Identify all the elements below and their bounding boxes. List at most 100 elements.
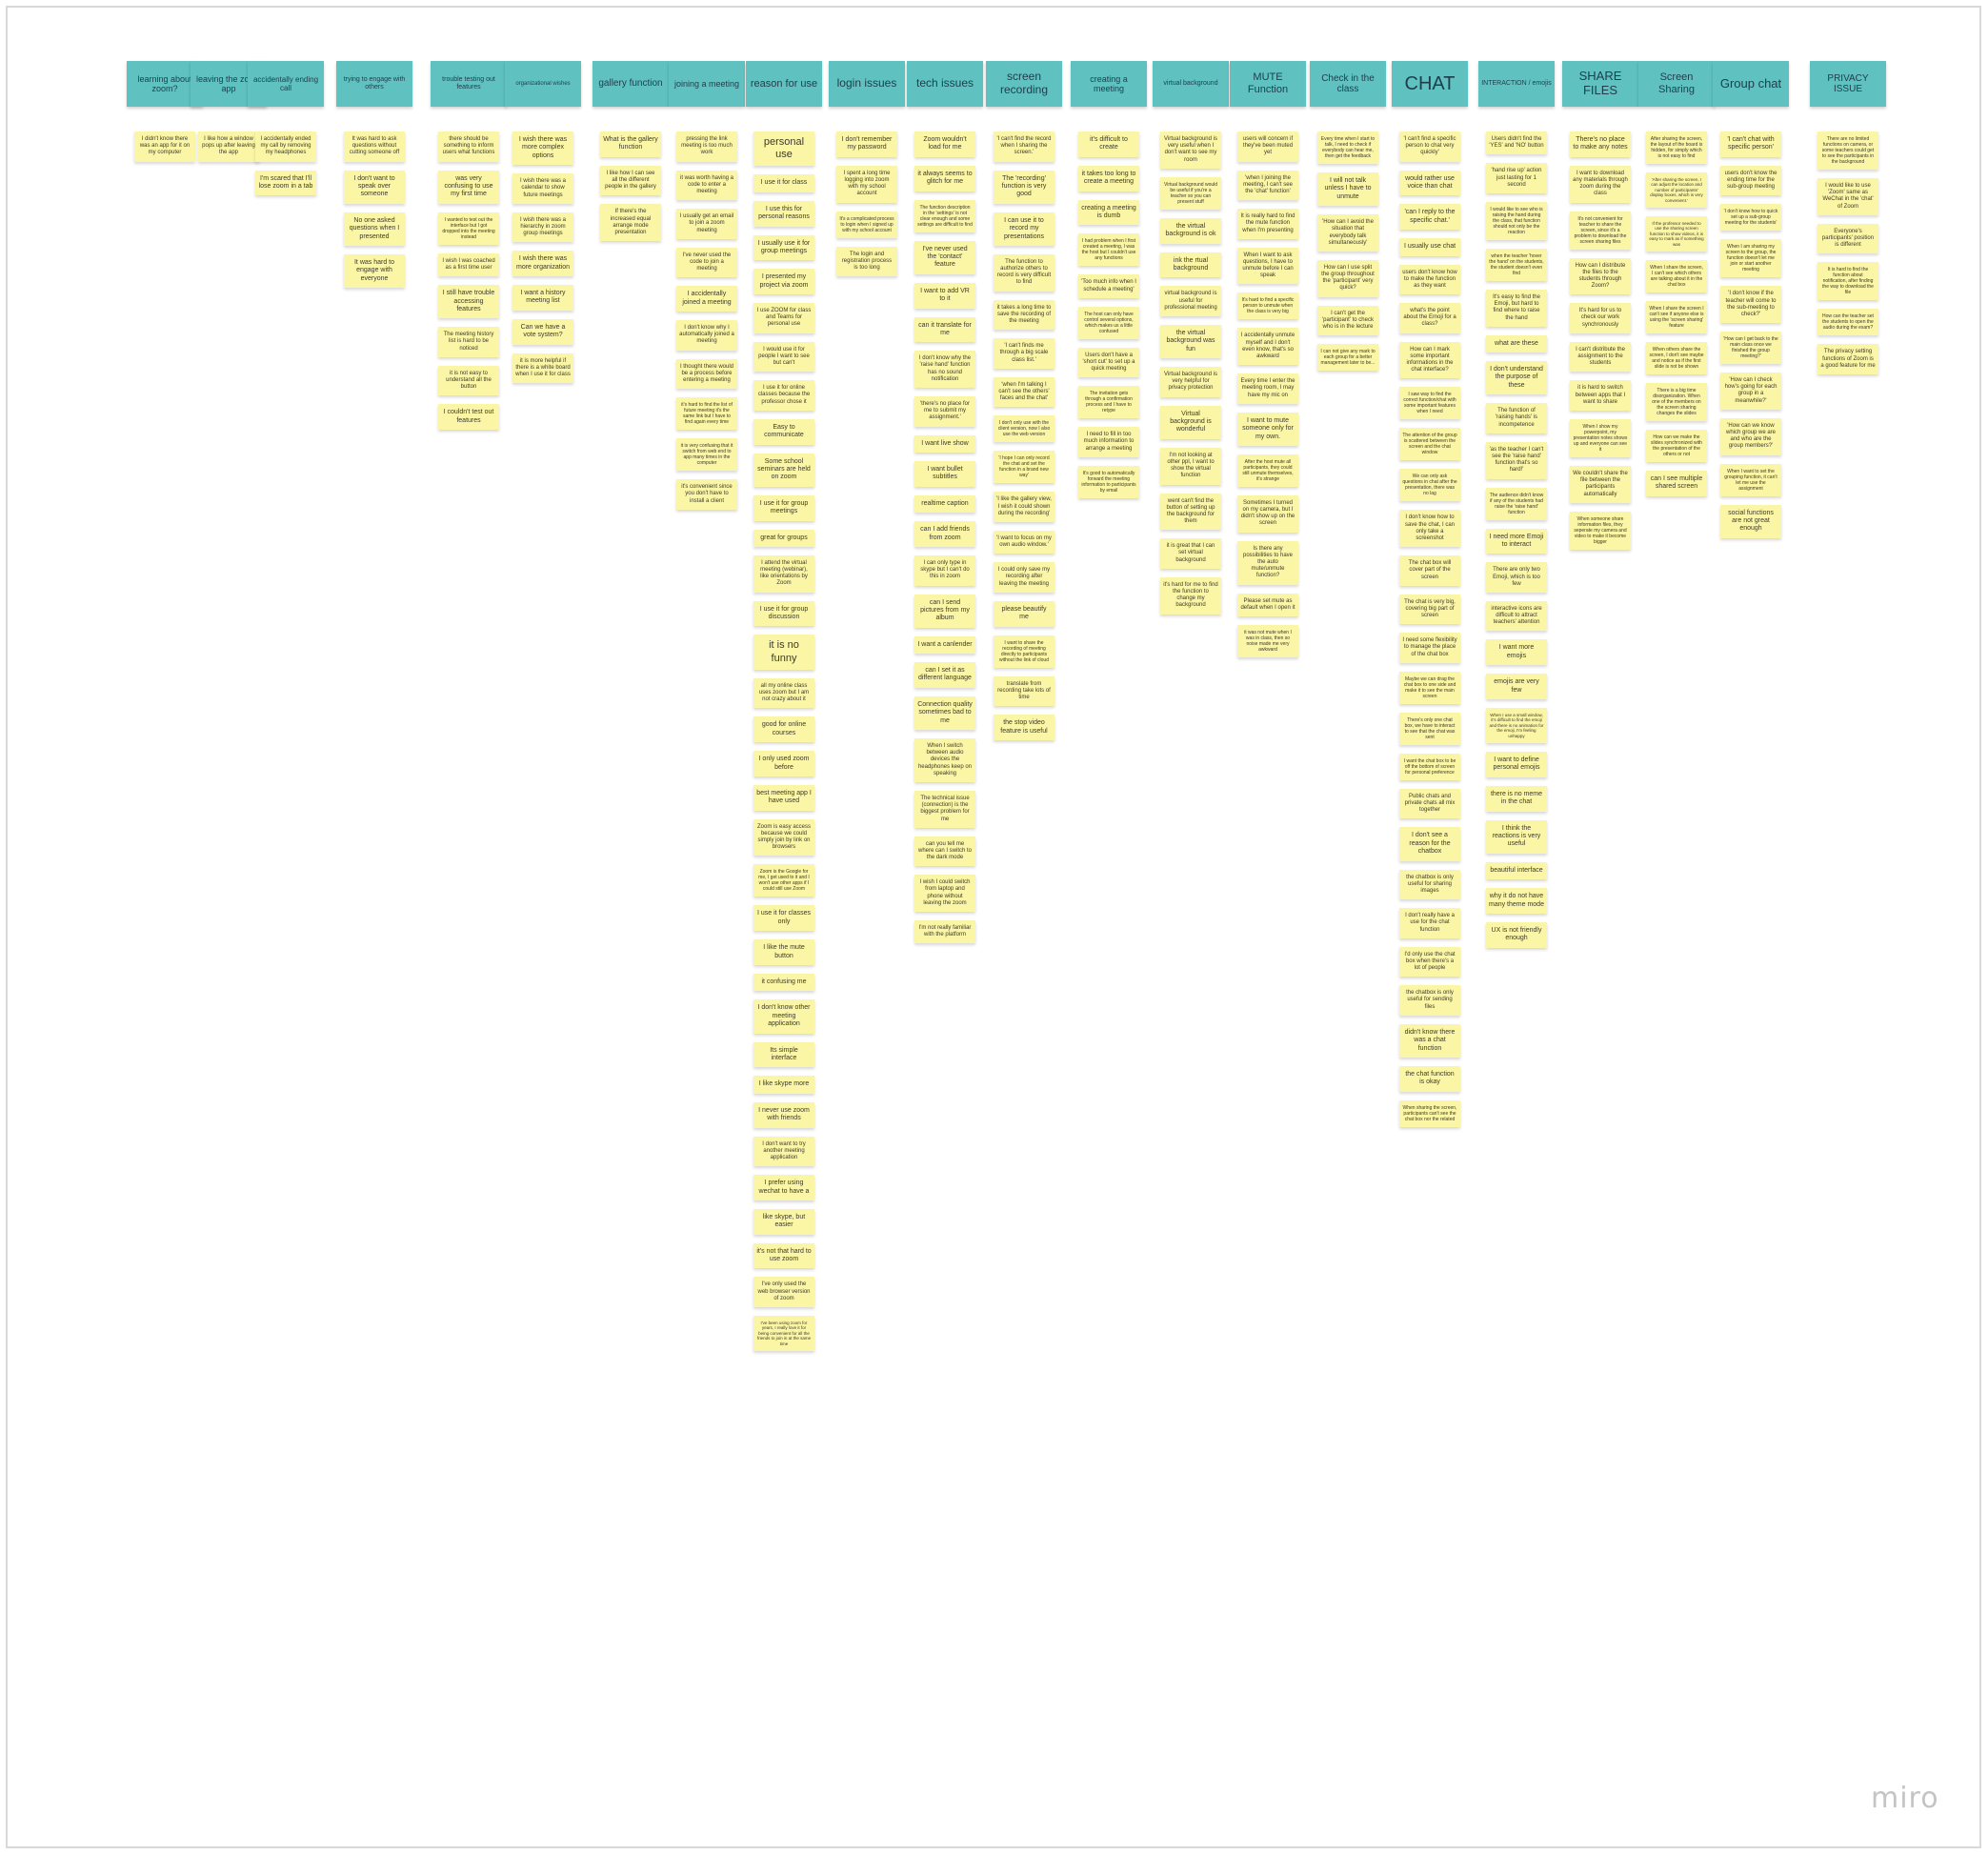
sticky-note[interactable]: Can we have a vote system? [512, 318, 573, 345]
sticky-note[interactable]: it's hard for me to find the function to… [1160, 576, 1221, 615]
sticky-note[interactable]: ink the rtual background [1160, 252, 1221, 278]
sticky-note[interactable]: emojis are very few [1486, 674, 1547, 700]
sticky-note[interactable]: Every time I enter the meeting room, I m… [1237, 373, 1298, 404]
sticky-note[interactable]: There are only two Emoji, which is too f… [1486, 562, 1547, 593]
sticky-note[interactable]: it's hard to find the list of future mee… [676, 397, 737, 431]
sticky-note[interactable]: Users don't have a 'short cut' to set up… [1078, 347, 1139, 378]
sticky-note[interactable]: How can I distribute the files to the st… [1570, 257, 1631, 295]
sticky-note[interactable]: I thought there would be a process befor… [676, 358, 737, 390]
sticky-note[interactable]: The chat box will cover part of the scre… [1399, 555, 1460, 586]
column-header[interactable]: INTERACTION / emojis [1478, 61, 1555, 107]
sticky-note[interactable]: When I switch between audio devices the … [914, 738, 975, 782]
sticky-note[interactable]: I will not talk unless I have to unmute [1317, 172, 1378, 207]
sticky-note[interactable]: I presented my project via zoom [753, 269, 814, 295]
sticky-note[interactable]: it confusing me [753, 974, 814, 992]
sticky-note[interactable]: It's good to automatically forward the m… [1078, 465, 1139, 498]
sticky-note[interactable]: Users didn't find the 'YES' and 'NO' but… [1486, 131, 1547, 155]
sticky-note[interactable]: I usually use it for group meetings [753, 234, 814, 261]
sticky-note[interactable]: When I use a small window, it's difficul… [1486, 708, 1547, 743]
sticky-note[interactable]: I had problem when I first created a mee… [1078, 233, 1139, 267]
sticky-note[interactable]: It is really hard to find the mute funct… [1237, 209, 1298, 239]
sticky-note[interactable]: It's hard for us to check our work synch… [1570, 303, 1631, 333]
sticky-note[interactable]: realtime caption [914, 494, 975, 514]
sticky-note[interactable]: The chat is very big, covering big part … [1399, 594, 1460, 625]
sticky-note[interactable]: Please set mute as default when I open i… [1237, 593, 1298, 616]
sticky-note[interactable]: I want a history meeting list [512, 285, 573, 311]
sticky-note[interactable]: I can use it to record my presentations [994, 212, 1054, 246]
sticky-note[interactable]: it's convenient since you don't have to … [676, 479, 737, 510]
sticky-note[interactable]: the chatbox is only useful for sharing i… [1399, 869, 1460, 900]
sticky-note[interactable]: I'm not looking at other ppl, I want to … [1160, 447, 1221, 485]
sticky-note[interactable]: I like how a window pops up after leavin… [198, 131, 259, 162]
sticky-note[interactable]: can I see multiple shared screen [1646, 470, 1707, 496]
column-header[interactable]: accidentally ending call [248, 61, 324, 107]
sticky-note[interactable]: 'I don't know how to quick set up a sub-… [1720, 204, 1781, 232]
sticky-note[interactable]: it is not easy to understand all the but… [438, 365, 499, 396]
sticky-note[interactable]: The attention of the group is scattered … [1399, 428, 1460, 461]
sticky-note[interactable]: After sharing the screen, the layout of … [1646, 131, 1707, 164]
sticky-note[interactable]: 'when I joining the meeting, I can't see… [1237, 170, 1298, 201]
sticky-note[interactable]: I want the chat box to be off the bottom… [1399, 753, 1460, 780]
sticky-note[interactable]: great for groups [753, 529, 814, 547]
sticky-note[interactable]: I still have trouble accessing features [438, 285, 499, 319]
sticky-note[interactable]: I'm scared that I'll lose zoom in a tab [255, 170, 316, 196]
sticky-note[interactable]: the chat function is okay [1399, 1065, 1460, 1092]
sticky-note[interactable]: what's the point about the Emoji for a c… [1399, 303, 1460, 333]
sticky-note[interactable]: I never use zoom with friends [753, 1101, 814, 1128]
sticky-note[interactable]: I spent a long time logging into zoom wi… [836, 165, 897, 203]
sticky-note[interactable]: when the teacher 'hover the hand' on the… [1486, 248, 1547, 281]
sticky-note[interactable]: I need more Emoji to interact [1486, 528, 1547, 554]
sticky-note[interactable]: How can I use split the group throughout… [1317, 259, 1378, 297]
sticky-note[interactable]: I don't know why I automatically joined … [676, 320, 737, 351]
sticky-note[interactable]: When sharing the screen, participants ca… [1399, 1099, 1460, 1127]
sticky-note[interactable]: 'when I'm talking I can't see the others… [994, 376, 1054, 408]
sticky-note[interactable]: it takes too long to create a meeting [1078, 165, 1139, 192]
sticky-note[interactable]: The function to authorize others to reco… [994, 253, 1054, 292]
sticky-note[interactable]: It's not convenient for teacher to share… [1570, 211, 1631, 250]
sticky-note[interactable]: I would use it for people I want to see … [753, 341, 814, 373]
sticky-note[interactable]: I've never used the code to join a meeti… [676, 247, 737, 278]
sticky-note[interactable]: it takes a long time to save the recordi… [994, 299, 1054, 331]
sticky-note[interactable]: 'I hope I can only record the chat and s… [994, 451, 1054, 484]
sticky-note[interactable]: 'I can't find the record when I sharing … [994, 131, 1054, 162]
sticky-note[interactable]: When I share the screen, I can't see whi… [1646, 259, 1707, 292]
sticky-note[interactable]: The audience didn't know if any of the s… [1486, 487, 1547, 520]
sticky-note[interactable]: No one asked questions when I presented [344, 212, 405, 246]
sticky-note[interactable]: Zoom is the Google for me, I get used to… [753, 864, 814, 897]
sticky-note[interactable]: like skype, but easier [753, 1208, 814, 1235]
sticky-note[interactable]: I want to download any materials through… [1570, 165, 1631, 203]
sticky-note[interactable]: There's only one chat box, we have to in… [1399, 712, 1460, 745]
sticky-note[interactable]: It's hard to find a specific person to u… [1237, 292, 1298, 320]
sticky-note[interactable]: The technical issue (connection) is the … [914, 790, 975, 828]
sticky-note[interactable]: How can I mark some important informatio… [1399, 341, 1460, 379]
sticky-note[interactable]: why it do not have many theme mode [1486, 888, 1547, 914]
sticky-note[interactable]: I only used zoom before [753, 751, 814, 776]
sticky-note[interactable]: 'After sharing the screen, I can adjust … [1646, 172, 1707, 208]
column-header[interactable]: Screen Sharing [1638, 61, 1715, 107]
sticky-note[interactable]: users don't know the ending time for the… [1720, 165, 1781, 196]
column-header[interactable]: CHAT [1392, 61, 1468, 107]
sticky-note[interactable]: I wish there was a calendar to show futu… [512, 173, 573, 204]
sticky-note[interactable]: I attend the virtual meeting (webinar), … [753, 554, 814, 593]
sticky-note[interactable]: I can not give any mark to each group fo… [1317, 344, 1378, 372]
sticky-note[interactable]: What is the gallery function [600, 131, 661, 157]
sticky-note[interactable]: I use it for class [753, 174, 814, 192]
column-header[interactable]: screen recording [986, 61, 1062, 107]
sticky-note[interactable]: I like skype more [753, 1076, 814, 1094]
sticky-note[interactable]: 'I don't know if the teacher will come t… [1720, 286, 1781, 324]
sticky-note[interactable]: I accidentally unmute myself and I don't… [1237, 328, 1298, 366]
sticky-note[interactable]: I use it for classes only [753, 905, 814, 932]
sticky-note[interactable]: I usually get an email to join a zoom me… [676, 209, 737, 239]
sticky-note[interactable]: Maybe we can drag the chat box to one si… [1399, 671, 1460, 704]
sticky-note[interactable]: 'hand rise up' action just lasting for 1… [1486, 163, 1547, 193]
sticky-note[interactable]: It's a complicated process to login when… [836, 211, 897, 238]
sticky-note[interactable]: I don't only use with the client version… [994, 415, 1054, 443]
sticky-note[interactable]: The function of 'raising hands' is incom… [1486, 403, 1547, 434]
sticky-note[interactable]: I can only type in skype but I can't do … [914, 554, 975, 586]
column-header[interactable]: virtual background [1153, 61, 1229, 107]
sticky-note[interactable]: When someone share information files, th… [1570, 511, 1631, 550]
sticky-note[interactable]: I want a canlender [914, 635, 975, 655]
sticky-note[interactable]: When I show my powerpoint, my presentati… [1570, 418, 1631, 457]
sticky-note[interactable]: I want live show [914, 434, 975, 453]
column-header[interactable]: SHARE FILES [1562, 61, 1638, 107]
